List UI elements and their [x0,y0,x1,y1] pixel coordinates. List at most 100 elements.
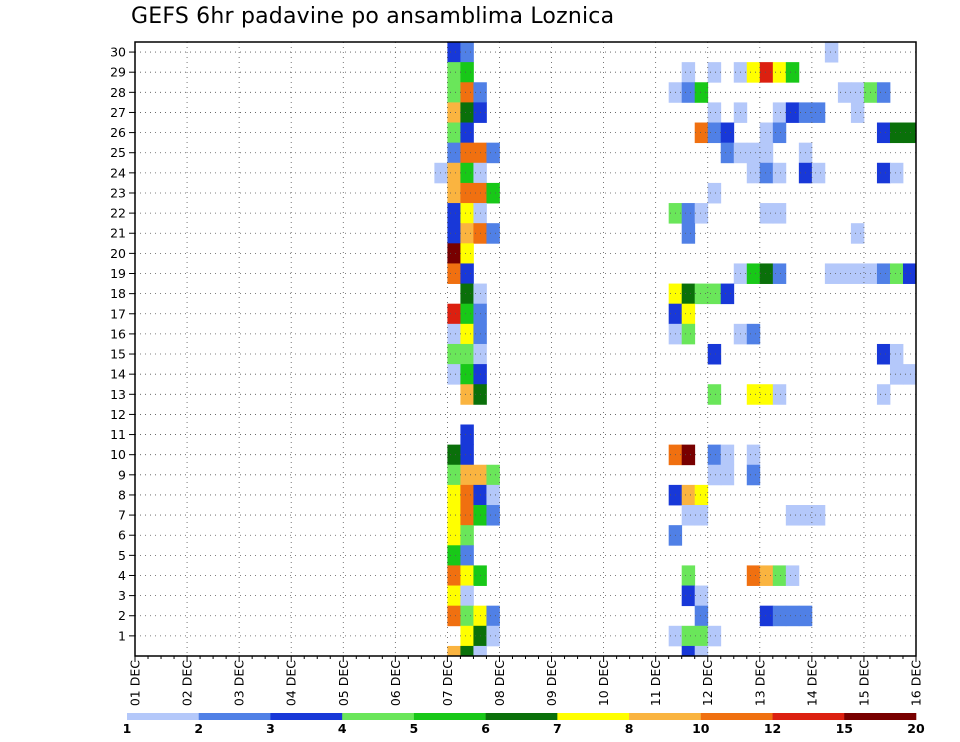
heatmap-cell [681,203,696,224]
heatmap-cell [759,162,774,184]
colorbar: 1 2 3 4 5 6 7 8 10 12 15 20 [123,713,925,736]
y-tick-label: 7 [118,508,126,523]
heatmap-cell [486,182,500,204]
heatmap-cell [824,42,839,63]
y-tick-label: 6 [118,528,126,543]
y-tick-label: 12 [110,407,126,422]
heatmap-cell [486,605,500,627]
heatmap-cell [889,263,904,284]
heatmap-cell [785,505,800,526]
heatmap-cell [850,263,865,284]
heatmap-cell [694,122,709,144]
heatmap-cell [447,565,461,586]
heatmap-cell [902,364,917,385]
x-tick-label: 01 DEC [128,660,143,706]
y-tick-label: 18 [110,286,126,301]
heatmap-cell [772,162,787,184]
y-tick-label: 13 [110,387,126,402]
heatmap-cell [447,122,461,144]
heatmap-cell [434,162,448,184]
x-tick-label: 15 DEC [856,660,871,706]
heatmap-cell [785,565,800,586]
x-tick-label: 11 DEC [648,660,663,706]
x-tick-label: 10 DEC [596,660,611,706]
heatmap-cell [694,484,709,506]
heatmap-cell [746,323,761,345]
heatmap-cell [460,384,474,405]
heatmap-cell [759,565,774,586]
y-tick-label: 8 [118,487,126,502]
colorbar-label: 10 [692,721,710,736]
colorbar-swatch [772,713,845,720]
heatmap-cell [681,223,696,244]
heatmap-cell [850,82,865,103]
heatmap-cell [694,605,709,627]
heatmap-cell [486,223,500,244]
heatmap-cell [837,82,852,103]
colorbar-label: 2 [194,721,203,736]
y-tick-label: 21 [110,226,126,241]
heatmap-cell [447,82,461,103]
colorbar-swatch [557,713,630,720]
colorbar-swatch [844,713,917,720]
heatmap-cell [447,42,461,63]
colorbar-label: 6 [481,721,490,736]
heatmap-cell [681,82,696,103]
heatmap-cell [486,464,500,486]
heatmap-cell [447,62,461,83]
heatmap-cell [785,102,800,123]
heatmap-cell [785,62,800,83]
heatmap-cell [447,525,461,546]
heatmap-cell [850,102,865,123]
heatmap-cell [460,464,474,486]
heatmap-cell [460,323,474,345]
heatmap-cell [460,203,474,224]
heatmap-cell [681,303,696,325]
heatmap-cell [447,364,461,385]
heatmap-cell [460,625,474,647]
heatmap-cell [707,122,722,144]
colorbar-label: 20 [907,721,925,736]
y-axis-labels: 1234567891011121314151617181920212223242… [110,45,126,644]
y-tick-label: 19 [110,266,126,281]
heatmap-cell [447,605,461,627]
y-tick-label: 20 [110,246,126,261]
heatmap-cell [889,162,904,184]
heatmap-cell [759,203,774,224]
y-tick-label: 4 [118,568,126,583]
colorbar-swatch [127,713,200,720]
heatmap-cell [681,585,696,607]
heatmap-cell [447,162,461,184]
cells-layer [434,42,917,657]
heatmap-cell [811,102,826,123]
colorbar-swatch [700,713,773,720]
heatmap-cell [460,263,474,284]
heatmap-cell [720,122,735,144]
heatmap-cell [876,384,891,405]
heatmap-cell [681,484,696,506]
heatmap-cell [447,444,461,466]
x-tick-label: 16 DEC [909,660,924,706]
heatmap-cell [746,62,761,83]
x-tick-label: 13 DEC [752,660,767,706]
heatmap-cell [876,82,891,103]
heatmap-cell [460,645,474,657]
heatmap-cell [460,182,474,204]
colorbar-label: 3 [266,721,275,736]
heatmap-cell [460,585,474,607]
y-tick-label: 25 [110,145,126,160]
x-tick-label: 12 DEC [700,660,715,706]
heatmap-cell [876,162,891,184]
heatmap-cell [772,62,787,83]
heatmap-cell [837,263,852,284]
heatmap-cell [460,364,474,385]
x-tick-label: 07 DEC [440,660,455,706]
heatmap-cell [473,645,487,657]
heatmap-cell [707,182,722,204]
heatmap-cell [447,545,461,566]
heatmap-cell [460,283,474,305]
heatmap-cell [681,625,696,647]
heatmap-cell [447,102,461,123]
y-tick-label: 14 [110,367,126,382]
heatmap-cell [746,263,761,284]
